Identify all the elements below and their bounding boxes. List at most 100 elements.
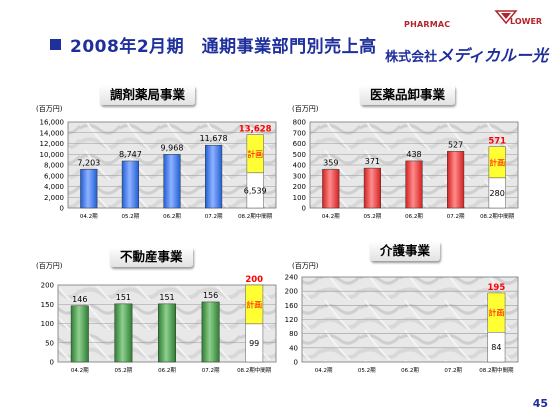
plan-label: 計画 (246, 299, 262, 309)
x-tick-label: 08.2期中間期 (237, 366, 272, 374)
bar (158, 303, 176, 363)
bar (447, 151, 465, 209)
bar-value-label: 151 (116, 293, 131, 302)
plan-label: 計画 (247, 149, 263, 159)
y-tick-label: 80 (289, 330, 298, 338)
x-tick-label: 08.2期中間期 (238, 212, 273, 220)
y-tick-label: 600 (293, 140, 306, 148)
bar (363, 167, 381, 209)
y-tick-label: 400 (293, 162, 306, 170)
y-tick-label: 150 (41, 301, 54, 309)
y-tick-label: 50 (45, 339, 54, 347)
bar (80, 169, 98, 209)
y-tick-label: 0 (60, 205, 64, 213)
y-tick-label: 800 (293, 119, 306, 127)
y-tick-label: 0 (50, 359, 54, 367)
y-tick-label: 120 (285, 316, 298, 324)
y-tick-label: 300 (293, 172, 306, 180)
y-tick-label: 8,000 (44, 162, 64, 170)
x-tick-label: 06.2期 (163, 213, 181, 220)
x-tick-label: 05.2期 (115, 367, 133, 374)
x-tick-label: 08.2期中間期 (480, 212, 515, 220)
bar-value-label: 146 (72, 295, 87, 304)
y-tick-label: 6,000 (44, 172, 64, 180)
plan-total-label: 195 (488, 283, 506, 293)
bar (201, 301, 220, 363)
page-title: 2008年2月期 通期事業部門別売上高 (70, 37, 377, 57)
panel-title-care: 介護事業 (370, 241, 441, 261)
bar-value-label: 438 (406, 150, 421, 159)
bar-value-label: 359 (323, 158, 338, 167)
x-tick-label: 04.2期 (322, 213, 340, 220)
company-name: 株式会社メディカルー光 (385, 42, 548, 66)
y-tick-label: 500 (293, 151, 306, 159)
company-logo: LOWER PHARMAC (404, 4, 554, 64)
bar (205, 144, 223, 209)
plan-total-label: 200 (245, 275, 263, 285)
flower-logo-icon (494, 10, 518, 24)
actual-bar-segment (245, 323, 264, 363)
y-tick-label: 16,000 (40, 119, 65, 127)
header: 2008年2月期 通期事業部門別売上高 (0, 0, 560, 70)
y-tick-label: 240 (285, 274, 298, 282)
company-brand: メディカルー光 (437, 46, 548, 65)
x-tick-label: 04.2期 (71, 367, 89, 374)
bar-value-label: 8,747 (119, 150, 142, 159)
bar-value-label: 527 (448, 140, 463, 149)
y-tick-label: 10,000 (40, 151, 65, 159)
x-tick-label: 05.2期 (364, 213, 382, 220)
y-tick-label: 4,000 (44, 183, 64, 191)
page-number: 45 (532, 397, 548, 410)
panel-title-wholesale: 医薬品卸事業 (360, 85, 456, 105)
y-tick-label: 200 (41, 282, 54, 290)
bar-value-label: 6,539 (244, 186, 267, 195)
bar-value-label: 156 (203, 291, 218, 300)
x-tick-label: 08.2期中間期 (479, 366, 514, 374)
unit-label-pharmacy: (百万円) (36, 105, 63, 113)
y-tick-label: 160 (285, 302, 298, 310)
bar (405, 160, 423, 209)
bar (121, 160, 139, 209)
x-tick-label: 07.2期 (202, 367, 220, 374)
unit-label-realestate: (百万円) (36, 262, 63, 270)
bar (114, 303, 133, 363)
bar-value-label: 7,203 (77, 158, 100, 167)
plan-total-label: 13,628 (239, 125, 272, 135)
unit-label-care: (百万円) (292, 262, 319, 270)
plan-label: 計画 (488, 308, 504, 318)
actual-bar-segment (488, 177, 506, 209)
y-tick-label: 100 (41, 320, 54, 328)
x-tick-label: 04.2期 (315, 367, 333, 374)
bar (70, 305, 89, 363)
x-tick-label: 06.2期 (158, 367, 176, 374)
panel-title-pharmacy: 調剤薬局事業 (100, 85, 196, 105)
y-tick-label: 100 (293, 194, 306, 202)
bar (163, 154, 181, 209)
y-tick-label: 2,000 (44, 194, 64, 202)
y-tick-label: 0 (294, 359, 298, 367)
y-tick-label: 0 (302, 205, 306, 213)
bar-value-label: 151 (159, 293, 174, 302)
y-tick-label: 12,000 (40, 140, 65, 148)
plan-label: 計画 (489, 157, 505, 167)
x-tick-label: 05.2期 (122, 213, 140, 220)
panel-title-realestate: 不動産事業 (110, 247, 193, 267)
logo-pharmac-text: PHARMAC (404, 20, 451, 29)
x-tick-label: 07.2期 (447, 213, 465, 220)
bar-value-label: 11,678 (200, 134, 228, 143)
y-tick-label: 200 (285, 288, 298, 296)
y-tick-label: 40 (289, 344, 298, 352)
title-bullet (50, 39, 61, 50)
y-tick-label: 700 (293, 129, 306, 137)
company-prefix: 株式会社 (385, 50, 438, 65)
unit-label-wholesale: (百万円) (292, 105, 319, 113)
plan-total-label: 571 (488, 137, 506, 147)
y-tick-label: 200 (293, 183, 306, 191)
bar-value-label: 99 (249, 339, 259, 348)
x-tick-label: 06.2期 (405, 213, 423, 220)
x-tick-label: 04.2期 (80, 213, 98, 220)
